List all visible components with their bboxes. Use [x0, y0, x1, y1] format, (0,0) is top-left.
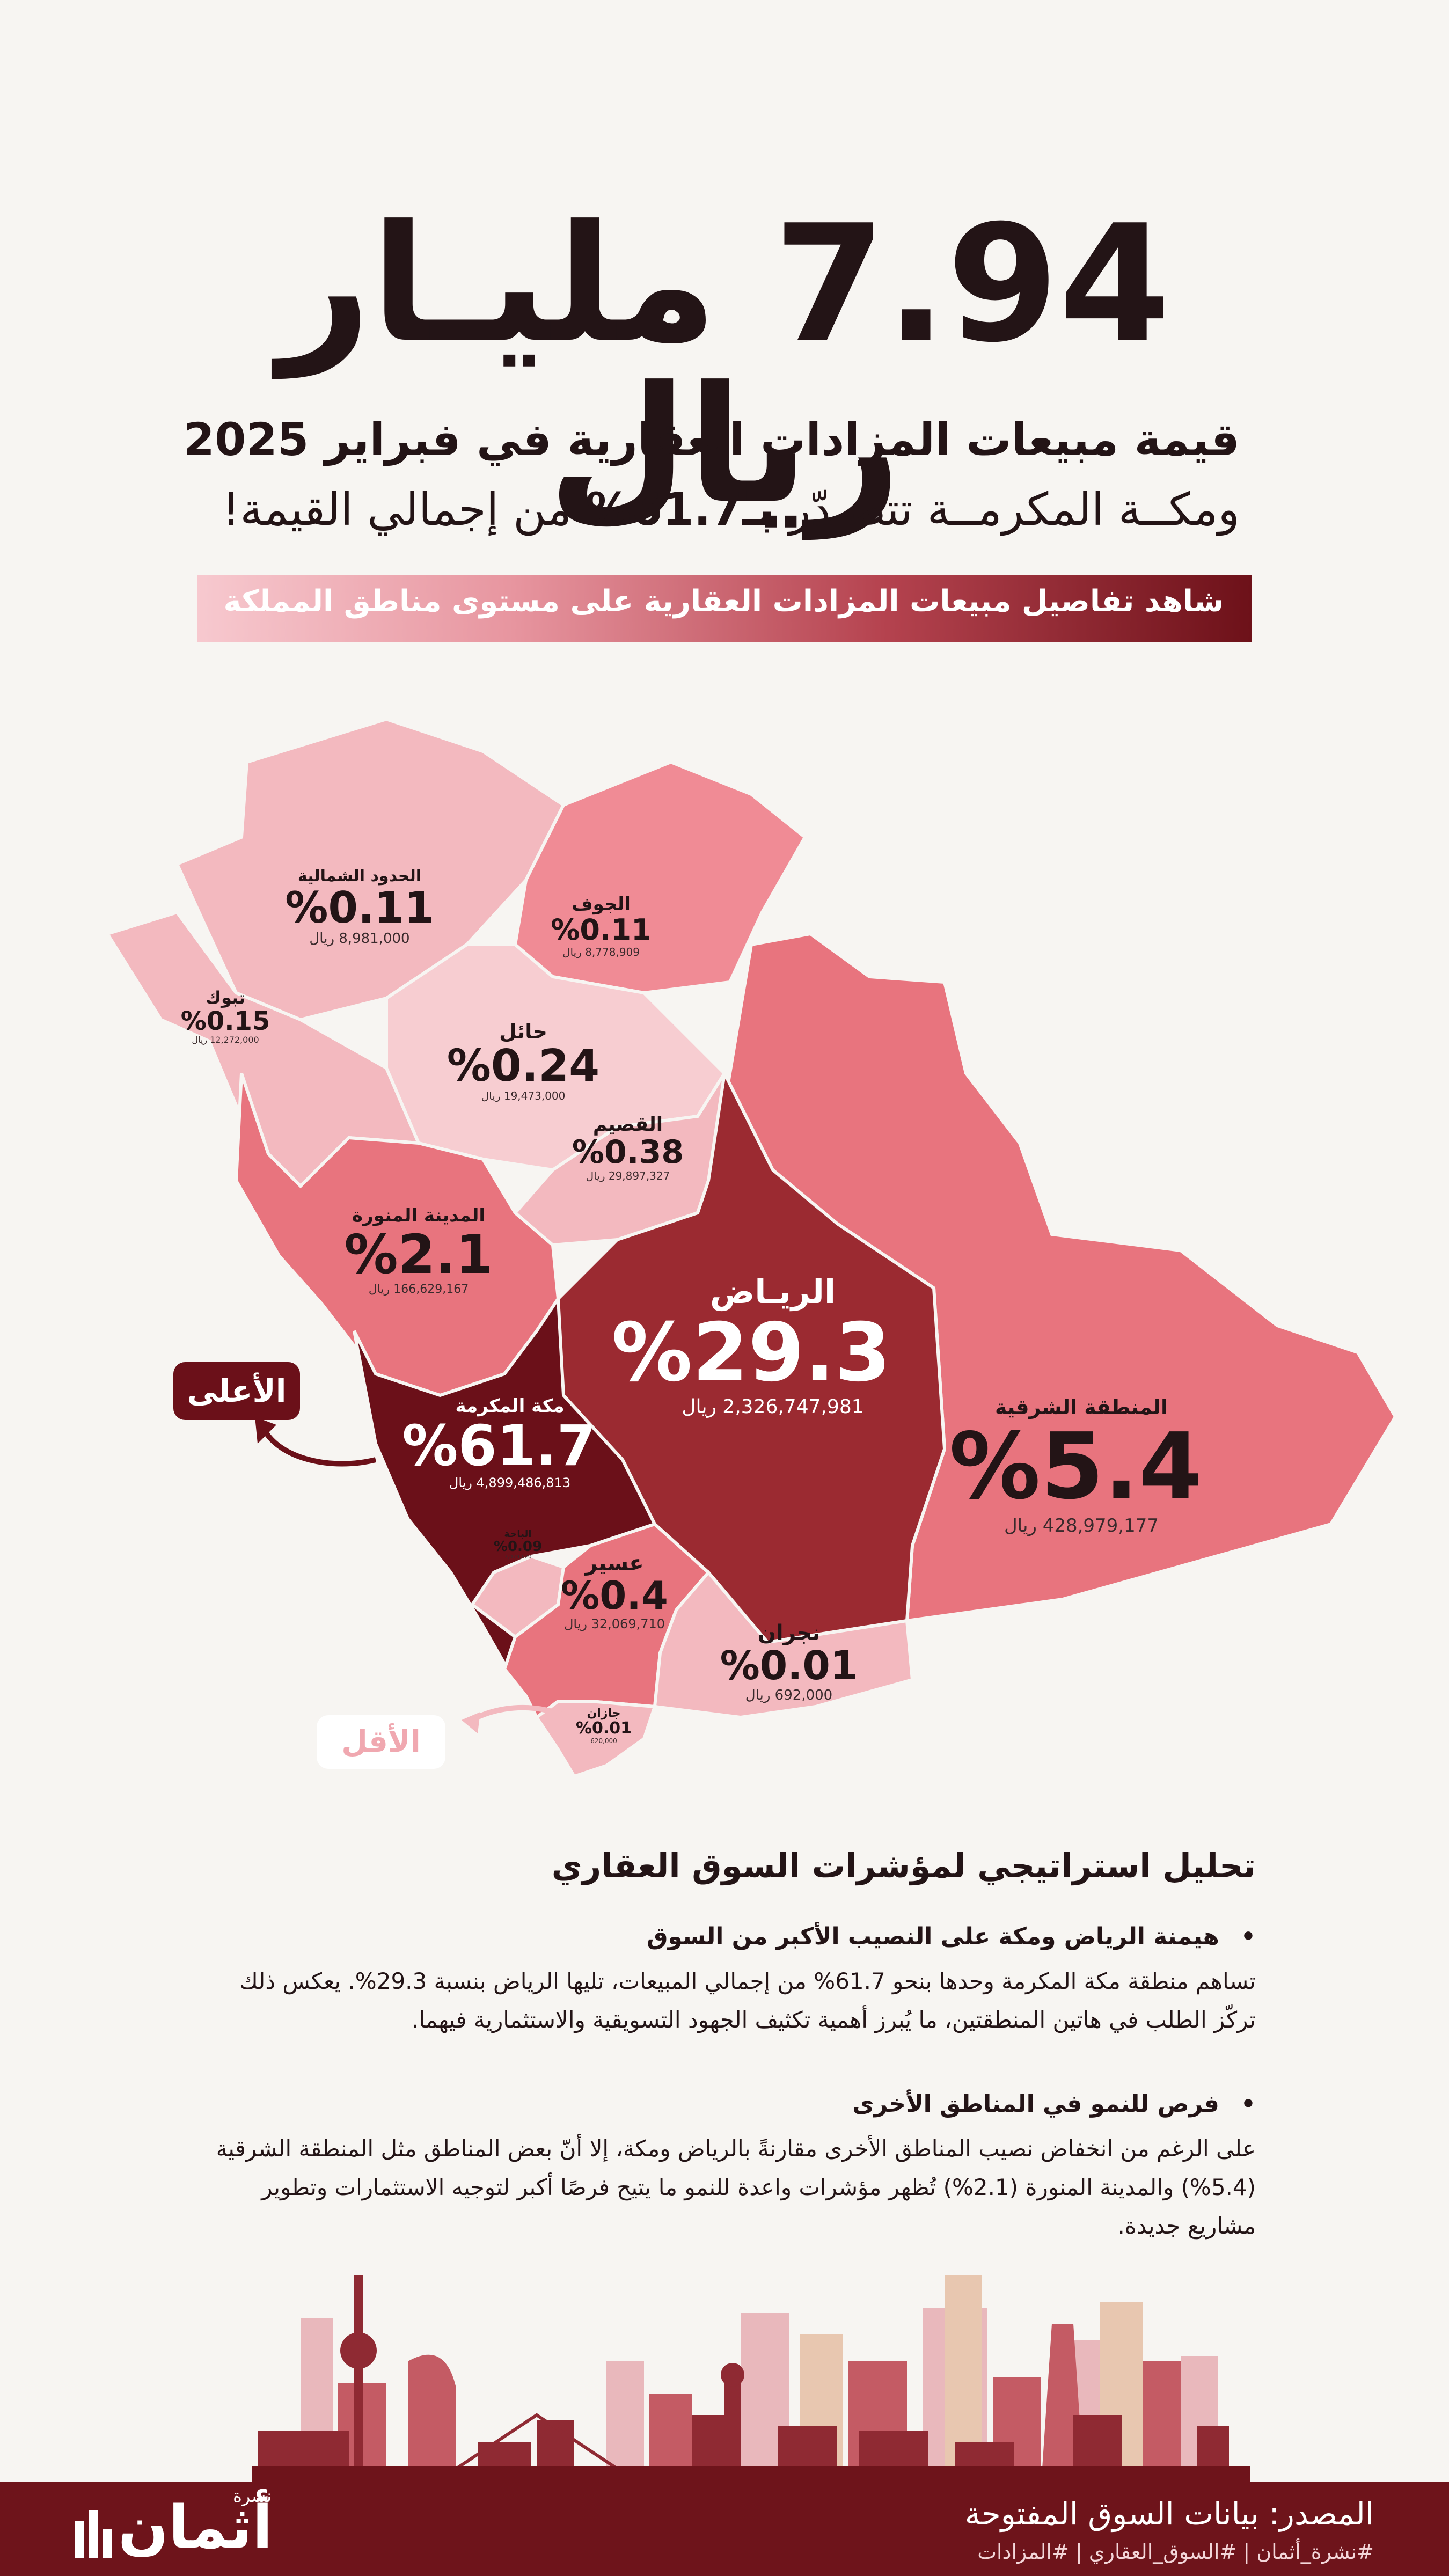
- region-madinah-label: المدينة المنورة %2.1 166,629,167 ريال: [343, 1205, 494, 1296]
- highest-arrow: [260, 1426, 377, 1467]
- region-najran-value: 692,000 ريال: [745, 1687, 833, 1703]
- region-baha-name: الباحة: [504, 1528, 532, 1540]
- subtitle-line2-post: من إجمالي القيمة!: [222, 483, 586, 536]
- region-jazan-label: جازان %0.01 620,000: [574, 1707, 633, 1745]
- logo-bars-icon: [75, 2509, 112, 2558]
- footer-source: المصدر: بيانات السوق المفتوحة: [964, 2496, 1374, 2532]
- subtitle-line2-bold: بـ61.7%: [586, 483, 775, 536]
- city-skyline-illustration: [252, 2275, 1250, 2485]
- lowest-tag: الأقل: [317, 1715, 445, 1769]
- region-riyadh-name: الريـاض: [709, 1272, 836, 1311]
- analysis-point-2-heading-text: فرص للنمو في المناطق الأخرى: [852, 2090, 1219, 2118]
- region-eastern-label: المنطقة الشرقية %5.4 428,979,177 ريال: [949, 1395, 1202, 1536]
- analysis-point-2-body: على الرغم من انخفاض نصيب المناطق الأخرى …: [216, 2135, 1256, 2239]
- analysis-title: تحليل استراتيجي لمؤشرات السوق العقاري: [551, 1846, 1256, 1885]
- analysis-point-1-heading-text: هيمنة الرياض ومكة على النصيب الأكبر من ا…: [647, 1923, 1219, 1950]
- analysis-point-1-body: تساهم منطقة مكة المكرمة وحدها بنحو 61.7%…: [239, 1968, 1256, 2033]
- region-madinah-name: المدينة المنورة: [352, 1205, 485, 1226]
- region-riyadh-value: 2,326,747,981 ريال: [682, 1395, 864, 1418]
- lowest-arrowhead: [462, 1712, 480, 1733]
- region-tabuk-percent: %0.15: [180, 1006, 270, 1036]
- headline-total: 7.94 مليـار ريال: [278, 191, 1174, 539]
- region-qassim-name: القصيم: [592, 1114, 663, 1136]
- region-makkah-label: مكة المكرمة %61.7 4,899,486,813 ريال: [402, 1395, 596, 1491]
- region-tabuk-value: 12,272,000 ريال: [192, 1035, 259, 1045]
- region-jazan-value: 620,000: [590, 1737, 617, 1745]
- region-makkah-name: مكة المكرمة: [455, 1395, 565, 1417]
- logo-small-text: نشرة: [233, 2486, 272, 2506]
- region-najran-shape: [653, 1570, 914, 1719]
- subtitle-line1: قيمة مبيعات المزادات العقارية في فبراير …: [183, 413, 1240, 466]
- region-jouf-shape: [513, 760, 807, 995]
- region-hail-value: 19,473,000 ريال: [481, 1089, 566, 1103]
- brand-logo: أثمان: [75, 2493, 333, 2562]
- region-jazan-shape: [534, 1700, 657, 1779]
- region-najran-name: نجران: [757, 1621, 821, 1645]
- region-northern-percent: %0.11: [285, 883, 434, 933]
- region-makkah-value: 4,899,486,813 ريال: [449, 1475, 571, 1491]
- region-baha-label: الباحة %0.09 7,079,620: [488, 1528, 547, 1560]
- region-northern-value: 8,981,000 ريال: [309, 931, 410, 947]
- region-asir-value: 32,069,710 ريال: [564, 1616, 665, 1631]
- region-jouf-percent: %0.11: [551, 913, 652, 947]
- region-asir-label: عسير %0.4 32,069,710 ريال: [553, 1551, 676, 1631]
- region-hail-percent: %0.24: [447, 1041, 600, 1092]
- footer-bar: [0, 2482, 1449, 2576]
- region-hail-name: حائل: [499, 1020, 547, 1043]
- subtitle-line2-pre: ومكــة المكرمــة تتصـدّر: [774, 483, 1240, 536]
- region-jazan-percent: %0.01: [575, 1719, 632, 1738]
- footer-hashtags: #نشرة_أثمان | #السوق_العقاري | #المزادات: [977, 2540, 1374, 2564]
- region-hail-label: حائل %0.24 19,473,000 ريال: [445, 1020, 601, 1102]
- region-najran-percent: %0.01: [720, 1643, 858, 1689]
- region-qassim-percent: %0.38: [572, 1133, 684, 1171]
- region-jouf-name: الجوف: [572, 894, 631, 915]
- region-makkah-percent: %61.7: [402, 1413, 596, 1479]
- region-tabuk-label: تبوك %0.15 12,272,000 ريال: [172, 987, 279, 1045]
- region-jouf-value: 8,778,909 ريال: [562, 945, 640, 958]
- region-asir-percent: %0.4: [561, 1573, 668, 1618]
- region-baha-percent: %0.09: [493, 1539, 543, 1555]
- region-najran-label: نجران %0.01 692,000 ريال: [719, 1621, 859, 1703]
- banner-bar: [197, 575, 1252, 642]
- region-madinah-value: 166,629,167 ريال: [368, 1283, 469, 1296]
- region-northern-name: الحدود الشمالية: [297, 867, 422, 885]
- logo-word-text: أثمان: [118, 2493, 273, 2562]
- saudi-map: [105, 717, 1397, 1779]
- region-riyadh-label: الريـاض %29.3 2,326,747,981 ريال: [611, 1272, 891, 1418]
- region-madinah-percent: %2.1: [344, 1223, 493, 1286]
- region-eastern-percent: %5.4: [949, 1414, 1202, 1520]
- bullet-dot-icon: •: [1240, 2090, 1256, 2118]
- region-asir-name: عسير: [585, 1551, 644, 1576]
- region-jouf-label: الجوف %0.11 8,778,909 ريال: [542, 894, 660, 958]
- region-baha-value: 7,079,620: [504, 1554, 532, 1561]
- region-eastern-value: 428,979,177 ريال: [1004, 1514, 1159, 1536]
- highest-tag: الأعلى: [173, 1362, 300, 1420]
- subtitle-line2: ومكــة المكرمــة تتصـدّر بـ61.7% من إجما…: [166, 483, 1240, 536]
- region-tabuk-name: تبوك: [205, 987, 246, 1008]
- region-eastern-name: المنطقة الشرقية: [995, 1395, 1168, 1419]
- region-northern-label: الحدود الشمالية %0.11 8,981,000 ريال: [274, 867, 445, 947]
- banner-text: شاهد تفاصيل مبيعات المزادات العقارية على…: [223, 584, 1224, 619]
- region-qassim-value: 29,897,327 ريال: [586, 1169, 670, 1182]
- region-riyadh-percent: %29.3: [611, 1306, 891, 1400]
- region-qassim-label: القصيم %0.38 29,897,327 ريال: [564, 1114, 692, 1182]
- analysis-point-1-heading: • هيمنة الرياض ومكة على النصيب الأكبر من …: [204, 1923, 1256, 1950]
- bullet-dot-icon: •: [1240, 1923, 1256, 1950]
- analysis-point-2-heading: • فرص للنمو في المناطق الأخرى: [204, 2090, 1256, 2118]
- highest-arrowhead: [255, 1417, 276, 1444]
- region-jazan-name: جازان: [587, 1707, 621, 1720]
